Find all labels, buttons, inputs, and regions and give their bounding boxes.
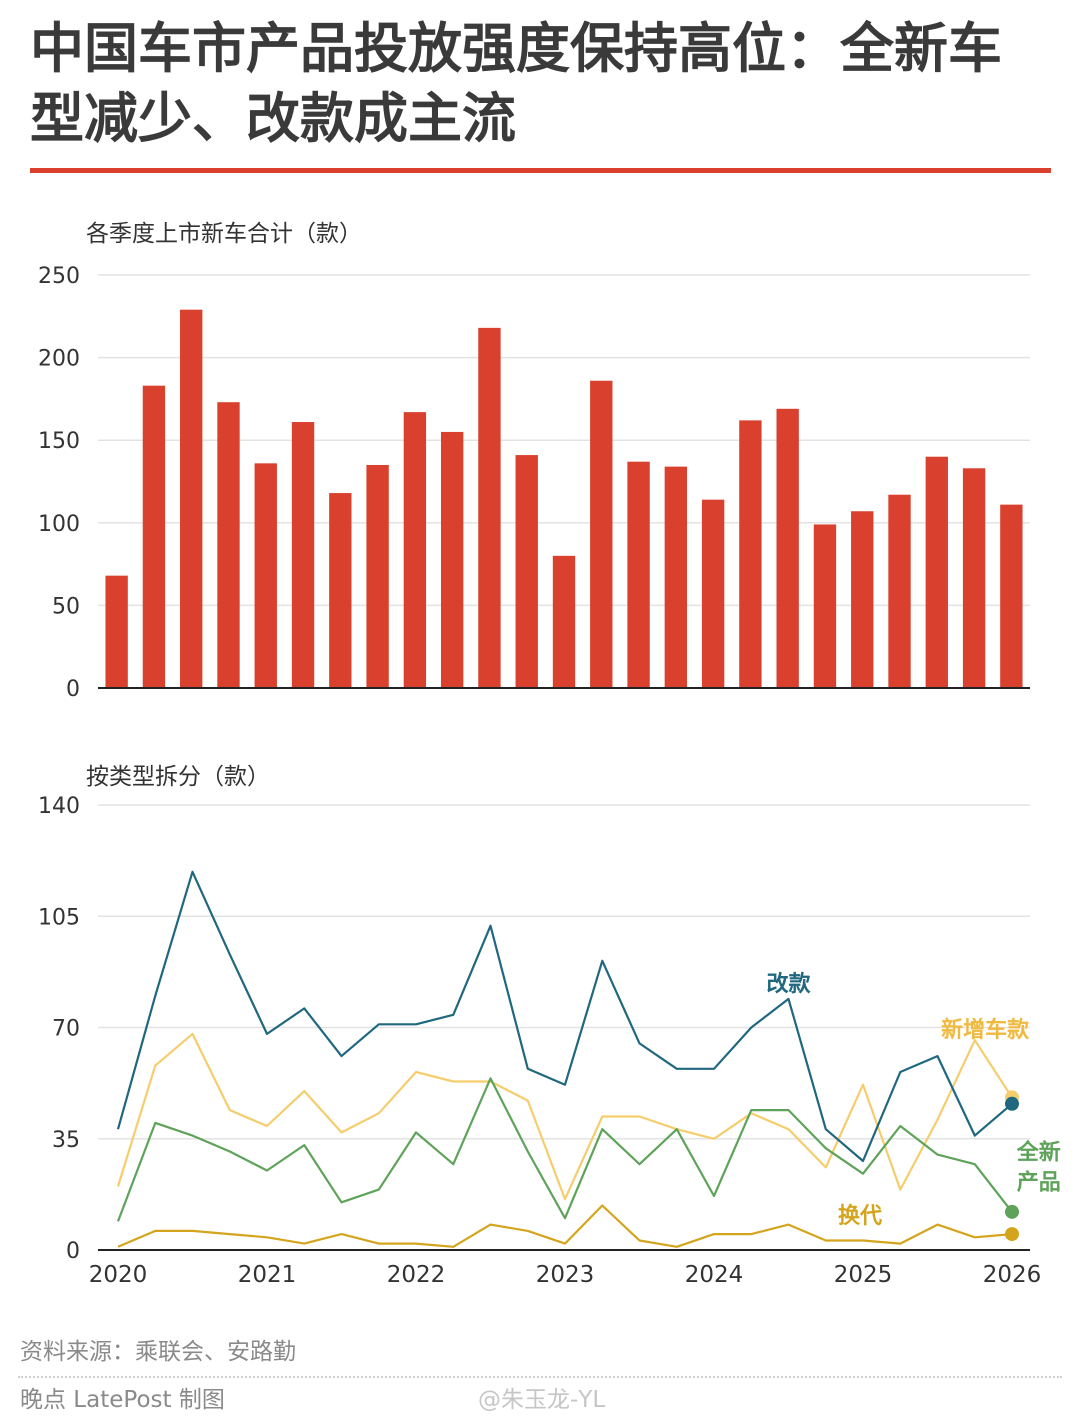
bar bbox=[440, 431, 464, 688]
bar bbox=[813, 524, 837, 688]
bar-chart: 0 50 100 150 200 250 bbox=[38, 264, 1030, 702]
bar-chart-ylabel: 各季度上市新车合计（款） bbox=[86, 221, 362, 247]
line-xtick-label: 2020 bbox=[89, 1262, 148, 1288]
bar-ytick-label: 150 bbox=[38, 429, 80, 454]
bar bbox=[664, 466, 688, 688]
bar bbox=[739, 420, 762, 688]
series-line bbox=[116, 1077, 1013, 1222]
bar bbox=[851, 511, 874, 688]
bar bbox=[217, 402, 240, 688]
bar bbox=[1000, 504, 1023, 688]
weibo-watermark: @朱玉龙-YL bbox=[478, 1387, 606, 1413]
line-ytick-label: 70 bbox=[52, 1017, 80, 1042]
line-xtick-label: 2023 bbox=[536, 1262, 595, 1288]
bar bbox=[776, 408, 799, 688]
bar bbox=[366, 464, 389, 688]
bar bbox=[180, 309, 203, 688]
series-end-point bbox=[1005, 1227, 1019, 1242]
bar bbox=[925, 456, 948, 688]
bar bbox=[142, 385, 166, 688]
bar-ytick-label: 250 bbox=[38, 264, 80, 289]
series-label-xinzeng: 新增车款 bbox=[941, 1017, 1030, 1043]
series-label-huandai: 换代 bbox=[838, 1203, 882, 1229]
bar bbox=[627, 461, 650, 688]
bar bbox=[701, 499, 725, 688]
line-ytick-label: 0 bbox=[66, 1239, 80, 1264]
line-xtick-label: 2024 bbox=[685, 1262, 744, 1288]
credit: 晚点 LatePost 制图 bbox=[20, 1387, 225, 1413]
bar bbox=[105, 575, 128, 688]
line-ytick-label: 140 bbox=[38, 794, 80, 819]
bar-ytick-label: 0 bbox=[66, 677, 80, 702]
bar-ytick-label: 100 bbox=[38, 512, 80, 537]
data-source: 资料来源：乘联会、安路勤 bbox=[20, 1339, 296, 1365]
series-label-quanxin-line1: 全新 bbox=[1016, 1139, 1061, 1165]
series-label-gaikuan: 改款 bbox=[766, 971, 811, 997]
footer-divider bbox=[18, 1376, 1062, 1378]
line-xtick-label: 2025 bbox=[834, 1262, 893, 1288]
series-line bbox=[117, 1204, 1013, 1248]
bar bbox=[590, 380, 613, 688]
series-label-quanxin-line2: 产品 bbox=[1017, 1171, 1061, 1196]
bar bbox=[478, 327, 501, 688]
series-line bbox=[116, 1032, 1013, 1201]
series-line bbox=[116, 870, 1013, 1163]
page-title: 中国车市产品投放强度保持高位：全新车型减少、改款成主流 bbox=[30, 17, 1002, 150]
bar-ytick-label: 200 bbox=[38, 347, 80, 372]
title-divider bbox=[30, 168, 1051, 173]
line-ytick-label: 105 bbox=[38, 905, 80, 930]
bar bbox=[888, 494, 911, 688]
bar bbox=[403, 412, 427, 688]
line-xtick-label: 2021 bbox=[238, 1262, 297, 1288]
bar bbox=[552, 555, 576, 688]
line-xtick-label: 2026 bbox=[983, 1262, 1042, 1288]
line-xtick-label: 2022 bbox=[387, 1262, 446, 1288]
line-ytick-label: 35 bbox=[52, 1128, 80, 1153]
bar bbox=[515, 455, 538, 688]
series-end-point bbox=[1005, 1096, 1019, 1111]
bar-ytick-label: 50 bbox=[52, 594, 80, 619]
line-chart-ylabel: 按类型拆分（款） bbox=[86, 764, 270, 790]
series-end-point bbox=[1005, 1204, 1019, 1219]
bar bbox=[962, 468, 986, 688]
bar bbox=[329, 493, 352, 688]
line-chart: 0 35 70 105 140 2020 2021 2022 2023 2024 2025 2026 改… bbox=[38, 794, 1061, 1288]
bar bbox=[291, 422, 315, 688]
bar bbox=[254, 463, 277, 688]
